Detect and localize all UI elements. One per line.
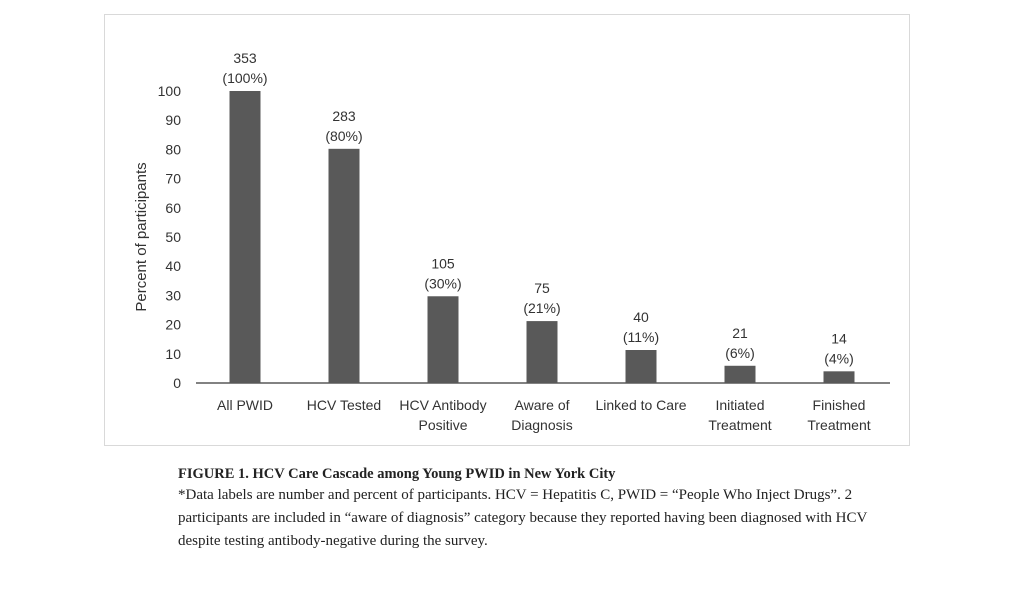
caption-body: *Data labels are number and percent of p…: [178, 487, 868, 549]
x-tick-label: Aware of: [515, 397, 570, 413]
data-label-count: 21: [732, 325, 748, 341]
bar-chart: Percent of participants 0 10 20 30 40 50 60 70 8…: [133, 50, 890, 433]
bar: [328, 148, 360, 383]
y-tick-label: 30: [165, 287, 181, 303]
data-label-percent: (100%): [222, 70, 267, 86]
data-label-count: 283: [332, 108, 356, 124]
x-tick-label: Initiated: [715, 397, 764, 413]
x-tick-label: Treatment: [807, 417, 870, 433]
y-axis-label: Percent of participants: [133, 162, 150, 311]
data-label-count: 353: [233, 50, 257, 66]
x-tick-label: All PWID: [217, 397, 273, 413]
y-tick-label: 40: [165, 258, 181, 274]
data-label-percent: (21%): [523, 300, 560, 316]
bar: [427, 296, 459, 383]
data-label-count: 40: [633, 309, 649, 325]
x-tick-label: Positive: [418, 417, 467, 433]
y-tick-label: 20: [165, 317, 181, 333]
x-tick-label: Treatment: [708, 417, 771, 433]
bar: [823, 371, 855, 383]
y-tick-label: 70: [165, 171, 181, 187]
bar: [625, 350, 657, 383]
x-tick-label: HCV Antibody: [399, 397, 486, 413]
data-label-count: 75: [534, 280, 550, 296]
y-tick-label: 90: [165, 112, 181, 128]
x-tick-label: Linked to Care: [595, 397, 686, 413]
y-tick-label: 0: [173, 375, 181, 391]
data-label-count: 105: [431, 255, 455, 271]
x-tick-label: HCV Tested: [307, 397, 381, 413]
y-tick-label: 80: [165, 141, 181, 157]
caption-title: FIGURE 1. HCV Care Cascade among Young P…: [178, 466, 616, 482]
data-label-percent: (30%): [424, 275, 461, 291]
y-tick-label: 50: [165, 229, 181, 245]
x-tick-label: Finished: [813, 397, 866, 413]
bar: [724, 365, 756, 383]
y-tick-label: 100: [158, 83, 182, 99]
data-label-count: 14: [831, 330, 847, 346]
bar: [526, 321, 558, 383]
data-label-percent: (11%): [623, 329, 659, 345]
y-tick-label: 60: [165, 200, 181, 216]
data-label-percent: (6%): [725, 345, 755, 361]
bar: [229, 91, 261, 383]
figure-caption: FIGURE 1. HCV Care Cascade among Young P…: [178, 464, 878, 553]
x-tick-label: Diagnosis: [511, 417, 572, 433]
y-tick-label: 10: [165, 346, 181, 362]
data-label-percent: (4%): [824, 350, 854, 366]
data-label-percent: (80%): [325, 128, 362, 144]
